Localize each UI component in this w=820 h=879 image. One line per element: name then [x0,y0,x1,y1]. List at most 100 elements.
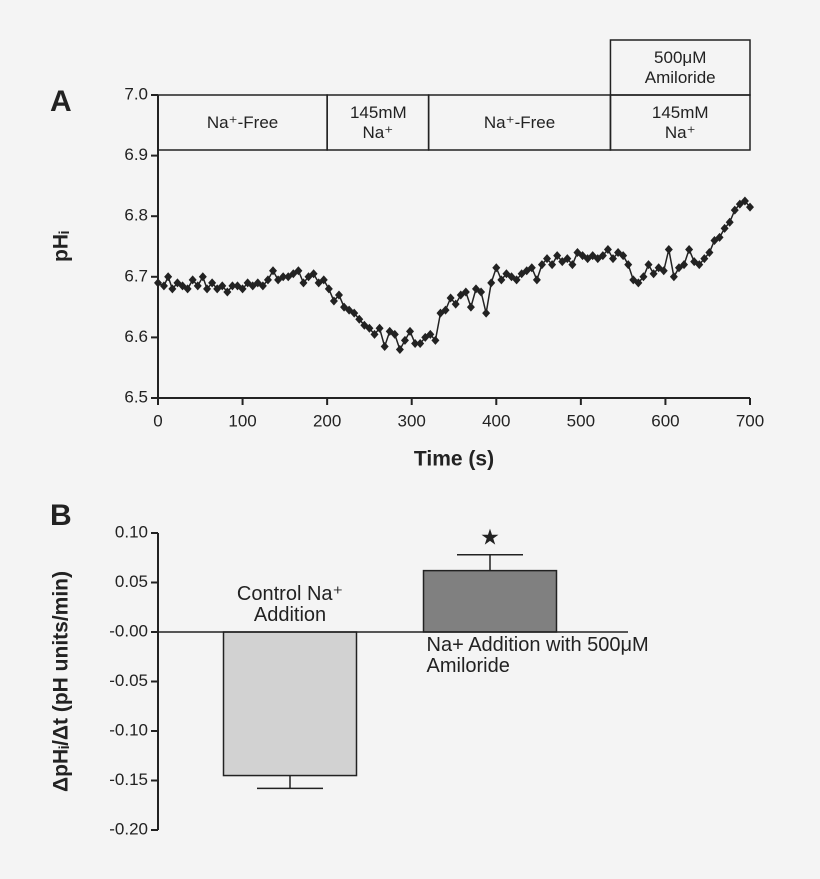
data-point [355,314,364,324]
data-point [482,308,491,318]
period-label: Na⁺-Free [158,95,327,150]
period-label-text: 145mM Na⁺ [651,102,709,142]
x-tick-label: 400 [482,411,510,430]
data-point [487,278,496,288]
y-tick-label: 6.6 [124,327,148,346]
data-point [695,260,704,270]
data-point [441,305,450,315]
data-point [329,296,338,306]
y-axis-label: pHᵢ [50,231,73,262]
data-point [406,326,415,336]
data-point [350,308,359,318]
significance-marker: ★ [480,525,500,550]
period-label: 145mM Na⁺ [327,95,428,150]
data-point [746,202,754,212]
data-point [164,272,173,282]
data-point [720,223,729,233]
data-point [740,196,749,206]
y-tick-label: 6.9 [124,145,148,164]
data-point [238,284,247,294]
data-point [532,275,541,285]
data-point [370,329,379,339]
y-tick-label: 6.5 [124,387,148,406]
y-tick-label: 0.05 [115,572,148,591]
y-tick-label: -0.00 [109,621,148,640]
data-point [603,245,612,255]
period-label: 500μM Amiloride [610,40,750,95]
data-point [466,302,475,312]
y-tick-label: 0.10 [115,522,148,541]
data-point [309,269,318,279]
y-tick-label: -0.20 [109,819,148,838]
data-point [154,278,162,288]
bar [222,631,358,777]
y-axis-label: ΔpHᵢ/Δt (pH units/min) [50,571,73,792]
data-point [512,275,521,285]
data-point [543,254,552,264]
x-tick-label: 500 [567,411,595,430]
data-point [380,341,389,351]
data-point [411,338,420,348]
data-point [299,278,308,288]
x-tick-label: 200 [313,411,341,430]
data-point [159,281,168,291]
data-point [527,263,536,273]
data-point [730,205,739,215]
x-tick-label: 600 [651,411,679,430]
data-point [446,293,455,303]
data-point [390,329,399,339]
data-point [375,323,384,333]
data-point [431,335,440,345]
data-point [659,266,668,276]
data-point [223,287,232,297]
data-point [208,278,217,288]
data-point [649,269,658,279]
data-point [168,284,177,294]
panel-label: A [50,85,72,118]
data-point [497,275,506,285]
data-point [193,281,202,291]
x-tick-label: 700 [736,411,764,430]
data-point [426,329,435,339]
data-point [218,281,227,291]
period-box [609,39,751,96]
data-point [619,251,628,261]
bar [422,569,558,633]
data-line [157,200,751,352]
data-point [639,272,648,282]
data-point [294,266,303,276]
y-tick-label: -0.05 [109,671,148,690]
y-tick-label: -0.15 [109,770,148,789]
data-point [664,245,673,255]
data-point [416,338,425,348]
data-point [263,275,272,285]
data-point [492,263,501,273]
x-tick-label: 100 [228,411,256,430]
y-tick-label: -0.10 [109,720,148,739]
data-point [705,248,714,258]
data-point [451,299,460,309]
data-point [365,323,374,333]
data-point [634,278,643,288]
x-axis-label: Time (s) [414,448,494,471]
data-point [685,245,694,255]
data-point [624,260,633,270]
category-label-text: Na+ Addition with 500μM Amiloride [426,634,649,677]
data-point [537,260,546,270]
data-point [279,272,288,282]
data-point [258,281,267,291]
period-label: Na⁺-Free [429,95,611,150]
y-tick-label: 6.7 [124,266,148,285]
y-tick-label: 6.8 [124,206,148,225]
data-point [680,260,689,270]
data-point [395,345,404,355]
data-point [725,217,734,227]
data-point [563,254,572,264]
data-point [324,284,333,294]
data-point [188,275,197,285]
data-point [198,272,207,282]
data-point [644,260,653,270]
data-point [700,254,709,264]
data-point [228,281,237,291]
panel-label: B [50,499,72,532]
